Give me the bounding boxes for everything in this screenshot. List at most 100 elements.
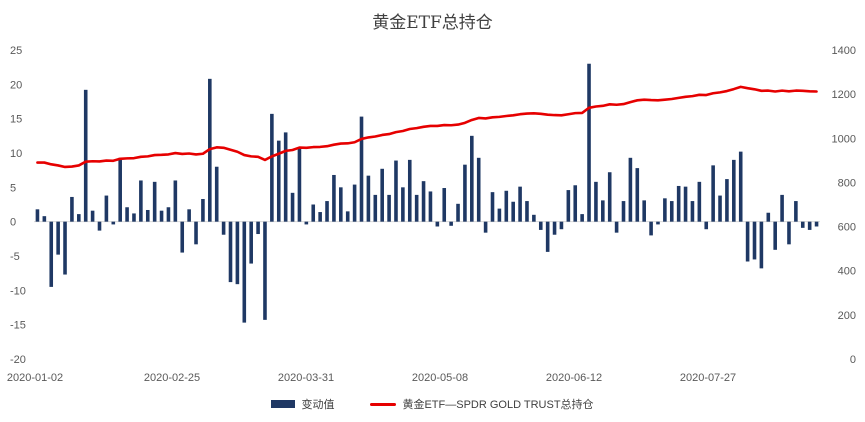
y-right-tick-label: 800: [838, 177, 856, 189]
bar: [256, 221, 260, 235]
bar: [194, 221, 198, 245]
legend-line-swatch: [370, 402, 397, 406]
bar: [614, 221, 619, 233]
bar: [104, 195, 109, 222]
bar: [711, 165, 715, 222]
bar: [538, 221, 543, 230]
legend-item-line: 黄金ETF—SPDR GOLD TRUST总持仓: [370, 396, 594, 412]
bar: [359, 116, 364, 222]
bar: [49, 221, 54, 287]
bar: [270, 113, 274, 222]
bar: [132, 213, 136, 222]
bar: [339, 187, 343, 222]
y-right-tick-label: 600: [838, 222, 856, 234]
bar: [297, 148, 302, 222]
bar: [525, 201, 529, 222]
bar: [35, 209, 40, 222]
bar: [276, 140, 281, 222]
x-tick-label: 2020-01-02: [7, 372, 63, 384]
legend-item-bar: 变动值: [271, 396, 334, 412]
bar: [111, 221, 116, 225]
y-right-tick-label: 1200: [832, 89, 856, 101]
bar: [187, 209, 191, 222]
legend-line-label: 黄金ETF—SPDR GOLD TRUST总持仓: [402, 399, 594, 411]
bar: [428, 191, 433, 222]
bar: [704, 221, 709, 230]
bar: [56, 221, 60, 255]
bar: [490, 192, 495, 222]
bar: [628, 157, 633, 222]
bar: [394, 160, 398, 222]
bar: [373, 194, 378, 222]
bar: [77, 214, 81, 222]
y-left-tick-label: 25: [10, 45, 22, 57]
bar: [814, 221, 819, 227]
bar: [152, 181, 157, 222]
bar: [787, 221, 791, 245]
bar: [621, 201, 626, 222]
bar: [145, 209, 150, 222]
x-tick-label: 2020-07-27: [680, 372, 736, 384]
bar: [125, 207, 129, 222]
y-left-tick-label: 0: [10, 217, 16, 229]
bar: [649, 221, 653, 236]
y-left-tick-label: 15: [10, 114, 22, 126]
bar: [173, 180, 178, 222]
bar: [442, 188, 447, 222]
bar: [676, 185, 681, 222]
bar: [263, 221, 267, 320]
bar: [573, 185, 578, 222]
bar: [290, 192, 295, 222]
x-tick-label: 2020-03-31: [278, 372, 334, 384]
bar: [690, 201, 695, 222]
bar: [449, 221, 453, 226]
bar: [470, 135, 474, 222]
bar: [559, 221, 564, 230]
bar: [414, 194, 419, 222]
bar: [401, 187, 405, 222]
y-left-tick-label: 20: [10, 79, 22, 91]
bar: [656, 221, 660, 225]
bar: [566, 190, 571, 222]
bar: [70, 196, 74, 222]
bar: [601, 200, 605, 222]
bar: [242, 221, 247, 323]
bar: [580, 214, 584, 222]
x-tick-label: 2020-05-08: [412, 372, 468, 384]
bar: [725, 179, 729, 222]
bar: [83, 89, 88, 222]
bar: [366, 175, 371, 222]
bar: [800, 221, 805, 228]
bar: [63, 221, 67, 275]
bar: [325, 201, 329, 222]
y-left-tick-label: -20: [10, 354, 26, 366]
x-tick-label: 2020-06-12: [546, 372, 602, 384]
bar: [642, 200, 646, 222]
bar: [166, 207, 171, 222]
bar: [228, 221, 233, 283]
bar: [283, 132, 288, 222]
bar: [42, 216, 47, 222]
bar: [794, 201, 798, 222]
bar: [663, 198, 667, 222]
y-right-tick-label: 400: [838, 266, 856, 278]
bar: [607, 172, 612, 222]
bar: [249, 221, 253, 264]
chart-legend: 变动值 黄金ETF—SPDR GOLD TRUST总持仓: [0, 396, 865, 412]
bar: [345, 211, 350, 222]
bar: [752, 221, 757, 260]
bar: [201, 199, 205, 222]
bar: [766, 212, 771, 222]
bar: [552, 221, 557, 235]
bar: [773, 221, 777, 250]
bar: [304, 221, 309, 225]
bar: [311, 204, 316, 222]
bar: [476, 157, 481, 222]
chart-title: 黄金ETF总持仓: [372, 13, 493, 33]
y-right-tick-label: 0: [850, 354, 856, 366]
bar: [759, 221, 764, 269]
bar: [587, 63, 591, 222]
bar: [511, 201, 515, 222]
y-left-tick-label: 10: [10, 148, 22, 160]
